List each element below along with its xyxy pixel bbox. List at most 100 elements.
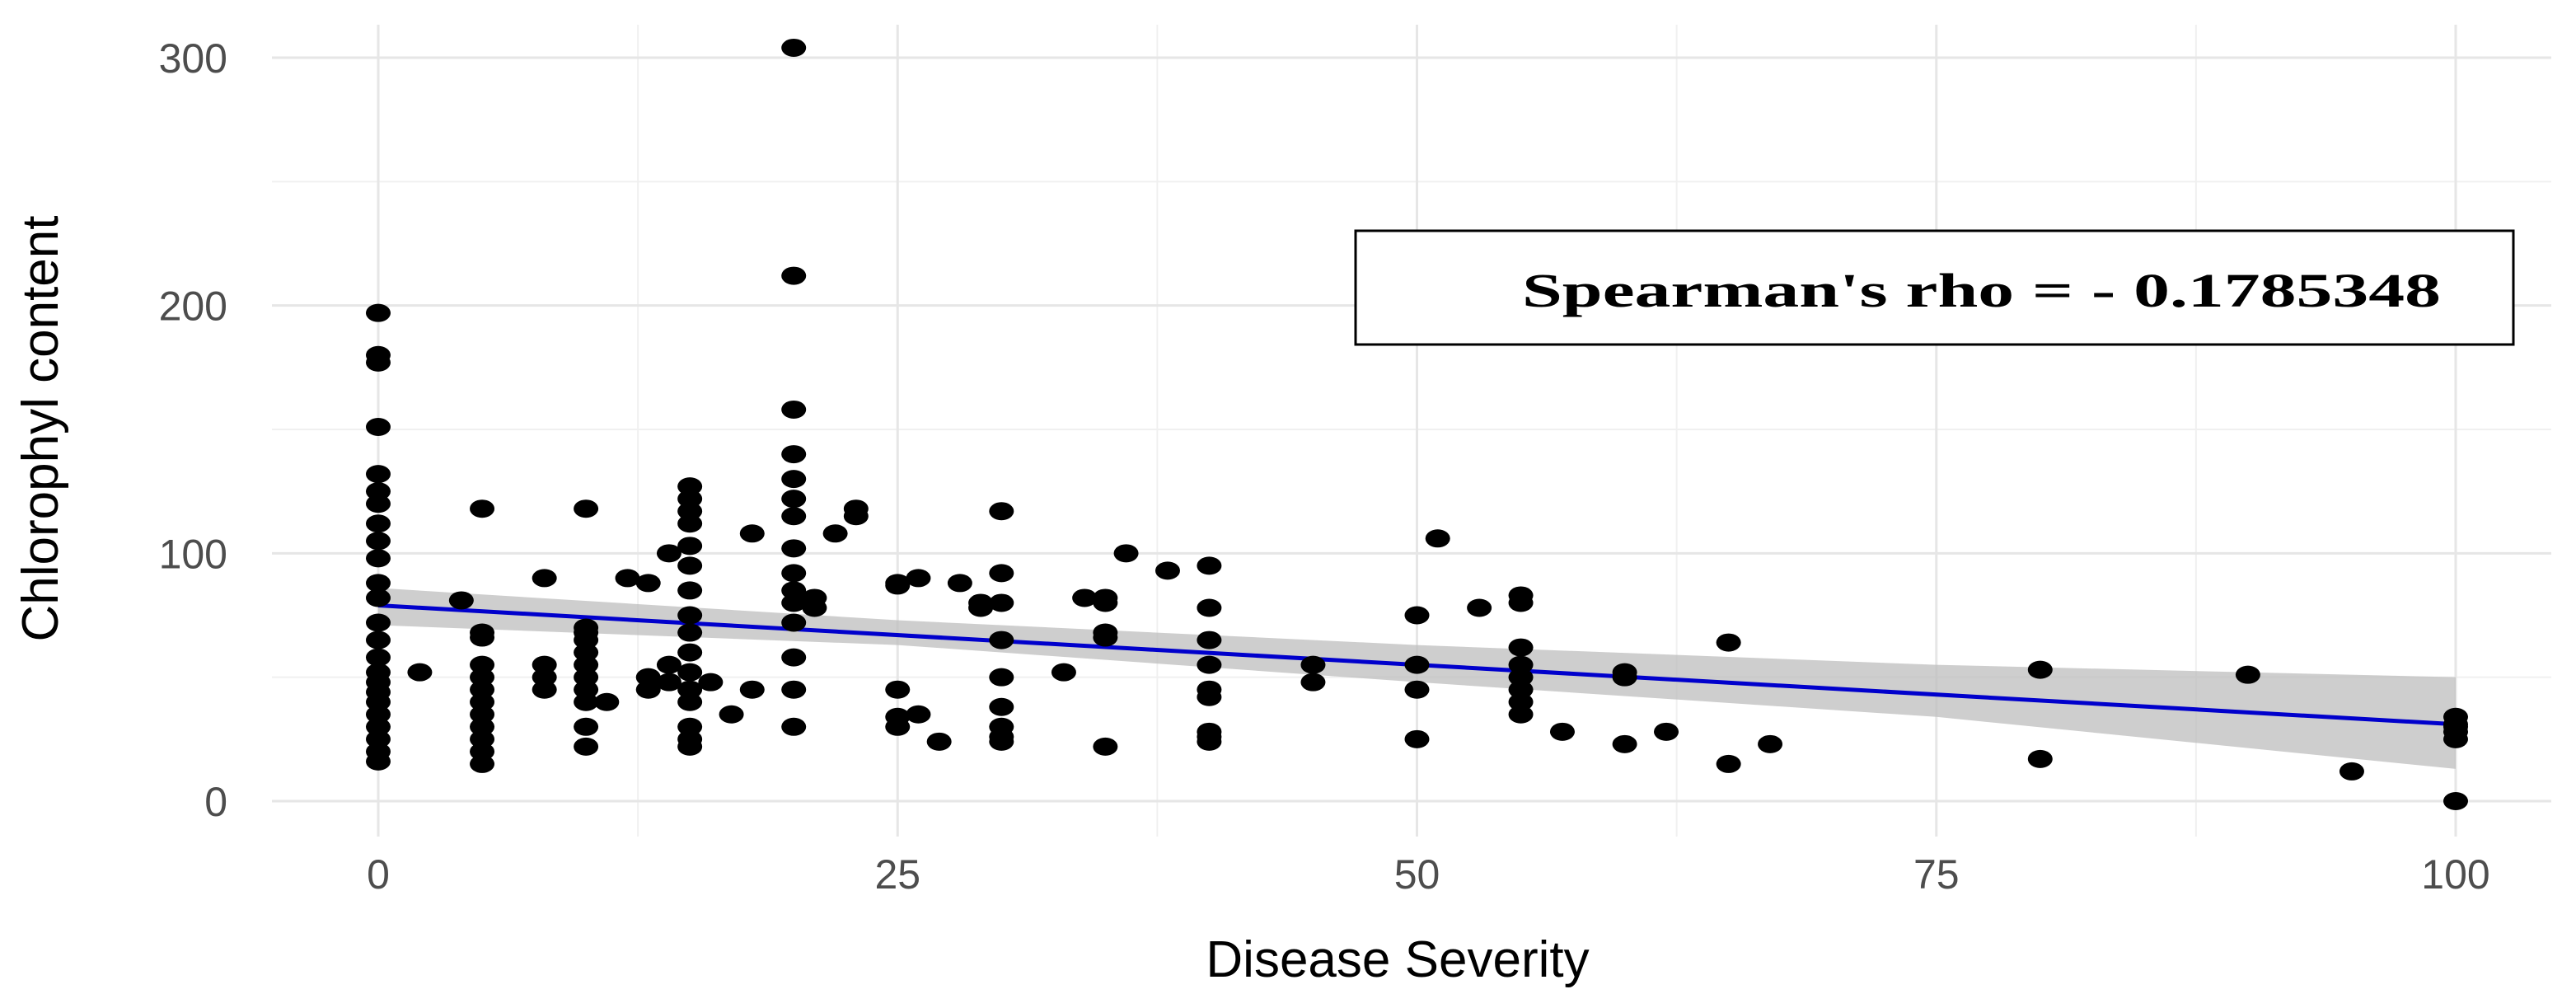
y-tick-label: 100 (159, 531, 227, 577)
data-point (968, 598, 994, 617)
data-point (470, 668, 495, 687)
data-point (1425, 529, 1450, 548)
data-point (947, 574, 972, 593)
data-point (1404, 655, 1430, 674)
data-point (2027, 749, 2053, 768)
data-point (1197, 631, 1222, 649)
data-point (470, 742, 495, 761)
data-point (366, 692, 391, 711)
x-tick-labels: 0 25 50 75 100 (367, 851, 2490, 898)
data-point (470, 499, 495, 518)
data-point (366, 353, 391, 372)
data-point (677, 737, 703, 756)
annotation-box: Spearman's rho = - 0.1785348 (1354, 229, 2515, 346)
x-tick-label: 25 (874, 851, 920, 898)
data-point (470, 729, 495, 748)
data-point (677, 680, 703, 699)
x-tick-label: 50 (1394, 851, 1440, 898)
data-point (781, 266, 807, 285)
y-tick-label: 200 (159, 284, 227, 330)
data-point (470, 628, 495, 647)
data-point (989, 564, 1014, 583)
data-point (2443, 792, 2468, 810)
data-point (366, 514, 391, 533)
data-point (677, 663, 703, 682)
data-point (989, 593, 1014, 612)
data-point (1549, 722, 1575, 741)
data-point (781, 445, 807, 464)
data-point (1404, 680, 1430, 699)
data-point (366, 613, 391, 632)
data-point (470, 717, 495, 736)
data-point (677, 514, 703, 533)
data-point (906, 705, 931, 724)
data-point (366, 549, 391, 568)
data-point (1197, 732, 1222, 751)
data-point (470, 754, 495, 773)
data-point (1508, 692, 1534, 711)
data-point (1404, 729, 1430, 748)
data-point (1051, 663, 1076, 682)
data-point (719, 705, 744, 724)
data-point (781, 593, 807, 612)
data-point (366, 465, 391, 484)
data-point (532, 569, 557, 588)
data-point (2443, 729, 2468, 748)
data-point (677, 477, 703, 496)
data-point (885, 717, 911, 736)
data-point (677, 502, 703, 521)
data-point (366, 303, 391, 322)
data-point (470, 692, 495, 711)
x-axis-title: Disease Severity (1206, 931, 1589, 988)
data-point (739, 524, 765, 543)
data-point (1508, 638, 1534, 657)
data-point (574, 631, 599, 649)
data-point (615, 569, 640, 588)
x-tick-label: 75 (1913, 851, 1960, 898)
data-point (822, 524, 848, 543)
data-point (1612, 668, 1637, 687)
data-point (2027, 660, 2053, 679)
data-point (677, 717, 703, 736)
data-point (635, 574, 661, 593)
data-point (739, 680, 765, 699)
data-point (635, 668, 661, 687)
data-point (470, 655, 495, 674)
data-point (532, 668, 557, 687)
data-point (366, 752, 391, 771)
x-tick-label: 100 (2421, 851, 2489, 898)
data-point (656, 544, 681, 563)
data-point (1508, 593, 1534, 612)
data-point (366, 631, 391, 649)
y-axis-title: Chlorophyl content (12, 216, 69, 642)
data-point (781, 400, 807, 419)
data-point (366, 705, 391, 724)
annotation-text: Spearman's rho = - 0.1785348 (1522, 264, 2441, 317)
data-point (677, 537, 703, 556)
data-point (407, 663, 433, 682)
data-point (885, 680, 911, 699)
data-point (1197, 556, 1222, 575)
data-point (802, 598, 827, 617)
data-point (1197, 655, 1222, 674)
y-tick-label: 0 (204, 779, 227, 825)
data-point (1716, 754, 1741, 773)
data-point (366, 495, 391, 513)
data-point (366, 574, 391, 593)
data-point (989, 502, 1014, 521)
data-point (906, 569, 931, 588)
data-point (781, 581, 807, 600)
data-point (1467, 598, 1492, 617)
data-point (532, 680, 557, 699)
data-point (1072, 588, 1098, 607)
x-tick-label: 0 (367, 851, 390, 898)
data-point (677, 581, 703, 600)
data-point (1300, 673, 1326, 692)
data-point (366, 648, 391, 667)
data-point (781, 613, 807, 632)
data-point (1716, 633, 1741, 652)
data-point (635, 680, 661, 699)
data-point (574, 680, 599, 699)
y-tick-label: 300 (159, 35, 227, 82)
